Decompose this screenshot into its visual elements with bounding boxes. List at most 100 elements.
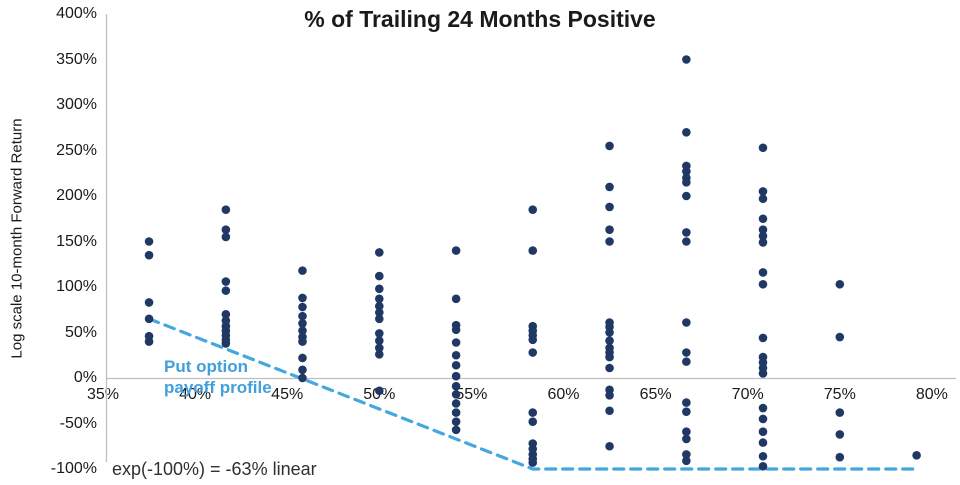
data-point xyxy=(835,279,845,289)
data-point xyxy=(375,314,384,324)
data-point xyxy=(451,294,461,304)
data-point xyxy=(298,373,307,383)
x-tick-label: 70% xyxy=(731,386,764,403)
data-point xyxy=(451,360,461,370)
payoff-annotation-line2: payoff profile xyxy=(164,378,272,397)
data-point xyxy=(528,348,538,357)
data-point xyxy=(682,167,691,176)
data-point xyxy=(758,214,768,224)
y-tick-label: 300% xyxy=(56,96,97,113)
log-linear-footnote: exp(-100%) = -63% linear xyxy=(112,459,317,479)
y-tick-label: 400% xyxy=(56,5,97,22)
x-tick-label: 65% xyxy=(639,386,672,403)
payoff-annotation-line1: Put option xyxy=(164,357,249,376)
data-point xyxy=(375,308,384,317)
data-point xyxy=(682,348,691,357)
data-point xyxy=(682,357,691,366)
data-point xyxy=(605,336,614,345)
data-point xyxy=(682,456,691,466)
y-tick-label: 0% xyxy=(73,369,97,386)
data-point xyxy=(144,237,154,246)
data-point xyxy=(451,338,461,347)
y-tick-label: 250% xyxy=(56,141,97,159)
data-point xyxy=(144,298,154,307)
data-point xyxy=(375,350,384,359)
data-point xyxy=(758,231,768,241)
data-point xyxy=(451,381,461,391)
data-point xyxy=(451,350,461,360)
data-point xyxy=(682,191,691,201)
data-point xyxy=(605,390,614,400)
data-point xyxy=(375,248,384,257)
data-point xyxy=(451,371,461,381)
data-point xyxy=(605,237,614,246)
data-point xyxy=(758,451,768,461)
data-point xyxy=(298,293,307,303)
y-tick-label: 100% xyxy=(56,278,97,295)
data-point xyxy=(682,434,691,444)
put-option-payoff-line xyxy=(147,317,916,471)
data-point xyxy=(758,279,768,289)
data-point xyxy=(221,339,231,348)
y-tick-label: 150% xyxy=(56,232,97,250)
data-point xyxy=(451,390,461,399)
data-point xyxy=(298,337,307,346)
x-tick-label: 45% xyxy=(271,386,304,403)
data-point xyxy=(375,336,384,345)
data-point xyxy=(375,271,384,281)
y-tick-label: 200% xyxy=(56,187,97,204)
data-point xyxy=(298,353,307,363)
x-tick-label: 80% xyxy=(915,386,948,403)
data-point xyxy=(375,284,384,294)
y-tick-label: -50% xyxy=(59,414,97,432)
data-point xyxy=(835,430,845,439)
data-point xyxy=(682,237,691,246)
y-tick-label: -100% xyxy=(50,460,97,477)
data-point xyxy=(605,202,614,212)
data-point xyxy=(144,250,154,260)
data-point xyxy=(758,143,768,153)
y-tick-label: 50% xyxy=(64,323,97,341)
data-point xyxy=(682,407,691,416)
data-point xyxy=(298,365,307,375)
data-point xyxy=(758,403,768,413)
data-point xyxy=(375,343,384,353)
data-point xyxy=(375,294,384,304)
x-tick-label: 40% xyxy=(179,386,212,403)
data-point xyxy=(144,314,154,324)
data-point xyxy=(605,225,614,234)
data-point xyxy=(375,386,384,396)
data-point xyxy=(682,128,691,137)
data-point xyxy=(451,246,461,255)
data-point xyxy=(758,461,768,471)
data-point xyxy=(758,414,768,424)
data-point xyxy=(605,352,614,362)
data-point xyxy=(451,325,461,335)
data-point xyxy=(758,187,768,196)
data-point xyxy=(605,363,614,373)
data-point xyxy=(605,441,614,451)
data-point xyxy=(605,328,614,337)
data-point xyxy=(835,332,845,342)
data-point xyxy=(221,205,231,214)
data-point xyxy=(758,333,768,343)
data-point xyxy=(298,302,307,312)
data-point xyxy=(605,182,614,192)
data-point xyxy=(528,408,538,417)
data-point xyxy=(758,268,768,277)
data-point xyxy=(528,335,538,345)
x-tick-label: 75% xyxy=(823,386,856,403)
data-point xyxy=(221,225,231,234)
data-point xyxy=(221,286,231,295)
data-point xyxy=(682,55,691,64)
data-point xyxy=(682,427,691,436)
data-point xyxy=(298,326,307,335)
payoff-profile-annotation: Put option payoff profile xyxy=(164,356,272,398)
data-point xyxy=(682,450,691,459)
data-point xyxy=(758,427,768,436)
data-point xyxy=(758,225,768,234)
data-point xyxy=(451,425,461,435)
data-point xyxy=(912,451,921,460)
data-point xyxy=(221,232,231,242)
